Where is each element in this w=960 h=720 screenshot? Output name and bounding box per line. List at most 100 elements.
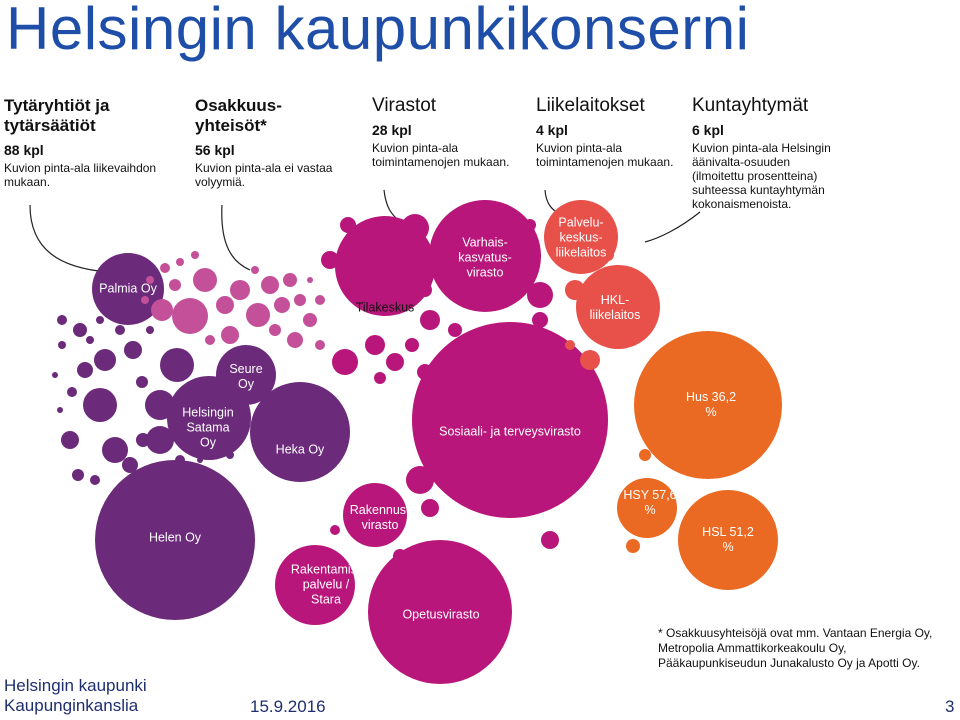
bubble-label-hsy: HSY 57,6 % <box>623 488 677 517</box>
bubble-label-hsl: HSL 51,2 % <box>702 525 754 554</box>
bubble-small <box>283 273 297 287</box>
connector-line <box>29 204 109 273</box>
bubble-small <box>315 340 325 350</box>
bubble-small <box>73 323 87 337</box>
bubble-small <box>393 549 407 563</box>
bubble-small <box>294 294 306 306</box>
bubble-small <box>246 303 270 327</box>
bubble-small <box>205 335 215 345</box>
column-heading: Virastot <box>372 95 437 116</box>
column-description: Kuvion pinta-ala liikevaihdon mukaan. <box>4 161 157 189</box>
connector-line <box>221 204 251 271</box>
bubble-small <box>303 313 317 327</box>
bubble-label-hkl: HKL-liikelaitos <box>589 293 641 322</box>
column-municipal-unions: Kuntayhtymät 6 kpl Kuvion pinta-ala Hels… <box>692 95 832 212</box>
column-agencies: Virastot 28 kpl Kuvion pinta-ala toimint… <box>372 95 522 170</box>
column-count: 6 kpl <box>692 122 724 138</box>
bubble-small <box>448 323 462 337</box>
bubble-opetus <box>368 540 512 684</box>
bubble-small <box>580 350 600 370</box>
bubble-palmia <box>92 253 164 325</box>
bubble-label-palmia: Palmia Oy <box>99 281 157 296</box>
bubble-small <box>86 336 94 344</box>
bubble-small <box>151 299 173 321</box>
bubble-small <box>417 364 433 380</box>
bubble-small <box>141 296 149 304</box>
column-heading: Osakkuus-yhteisöt* <box>195 96 282 135</box>
bubble-small <box>191 251 199 259</box>
bubble-small <box>52 372 58 378</box>
bubble-hsl <box>678 490 778 590</box>
bubble-small <box>102 437 128 463</box>
bubble-hsy <box>617 478 677 538</box>
bubble-small <box>226 451 234 459</box>
column-count: 56 kpl <box>195 142 235 158</box>
bubble-small <box>146 326 154 334</box>
bubble-small <box>401 214 429 242</box>
bubble-small <box>172 298 208 334</box>
bubble-small <box>193 268 217 292</box>
bubble-heka <box>250 382 350 482</box>
bubble-small <box>115 325 125 335</box>
bubble-small <box>90 475 100 485</box>
bubble-label-tilakeskus: Tilakeskus <box>355 300 415 315</box>
bubble-palvelukeskus <box>544 200 618 274</box>
bubble-small <box>57 407 63 413</box>
bubble-small <box>83 388 117 422</box>
column-description: Kuvion pinta-ala ei vastaa volyymiä. <box>195 161 333 189</box>
bubble-small <box>541 531 559 549</box>
bubble-small <box>565 340 575 350</box>
bubble-label-varhaiskasvatus: Varhais-kasvatus-virasto <box>458 235 512 280</box>
column-description: Kuvion pinta-ala Helsingin äänivalta-osu… <box>692 141 831 211</box>
column-heading: Kuntayhtymät <box>692 95 809 116</box>
bubble-small <box>136 376 148 388</box>
bubble-small <box>230 280 250 300</box>
bubble-label-palvelukeskus: Palvelu-keskus-liikelaitos <box>555 215 607 260</box>
bubble-small <box>307 277 313 283</box>
bubble-small <box>332 349 358 375</box>
bubble-small <box>418 283 432 297</box>
bubble-small <box>261 276 279 294</box>
bubble-small <box>374 372 386 384</box>
column-heading: Tytäryhtiöt ja tytärsäätiöt <box>4 96 110 135</box>
bubble-small <box>321 251 339 269</box>
bubble-small <box>94 349 116 371</box>
bubble-small <box>58 341 66 349</box>
bubble-small <box>96 316 104 324</box>
bubble-small <box>406 466 434 494</box>
bubble-small <box>330 525 340 535</box>
column-associates: Osakkuus-yhteisöt* 56 kpl Kuvion pinta-a… <box>195 96 345 189</box>
bubble-small <box>122 457 138 473</box>
bubble-small <box>626 539 640 553</box>
bubble-small <box>169 279 181 291</box>
bubble-varhaiskasvatus <box>429 200 541 312</box>
bubble-small <box>639 449 651 461</box>
bubble-small <box>251 266 259 274</box>
bubble-small <box>365 335 385 355</box>
bubble-small <box>160 348 194 382</box>
column-description: Kuvion pinta-ala toimintamenojen mukaan. <box>372 141 510 169</box>
bubble-sosiaali <box>412 322 608 518</box>
bubble-small <box>315 295 325 305</box>
bubble-small <box>57 315 67 325</box>
bubble-small <box>287 332 303 348</box>
bubble-label-seure: Seure Oy <box>229 362 263 391</box>
bubble-small <box>72 469 84 481</box>
bubble-small <box>405 338 419 352</box>
bubble-label-hus: Hus 36,2 % <box>685 390 737 419</box>
bubble-small <box>146 426 174 454</box>
bubble-label-heka: Heka Oy <box>275 442 325 457</box>
bubble-small <box>274 297 290 313</box>
bubble-small <box>269 324 281 336</box>
bubble-small <box>221 326 239 344</box>
bubble-small <box>524 219 536 231</box>
bubble-small <box>216 296 234 314</box>
bubble-small <box>77 362 93 378</box>
bubble-helen <box>95 460 255 620</box>
bubble-label-helen: Helen Oy <box>148 530 202 545</box>
bubble-small <box>67 387 77 397</box>
bubble-small <box>565 280 585 300</box>
bubble-rakennusvirasto <box>343 483 407 547</box>
column-count: 4 kpl <box>536 122 568 138</box>
